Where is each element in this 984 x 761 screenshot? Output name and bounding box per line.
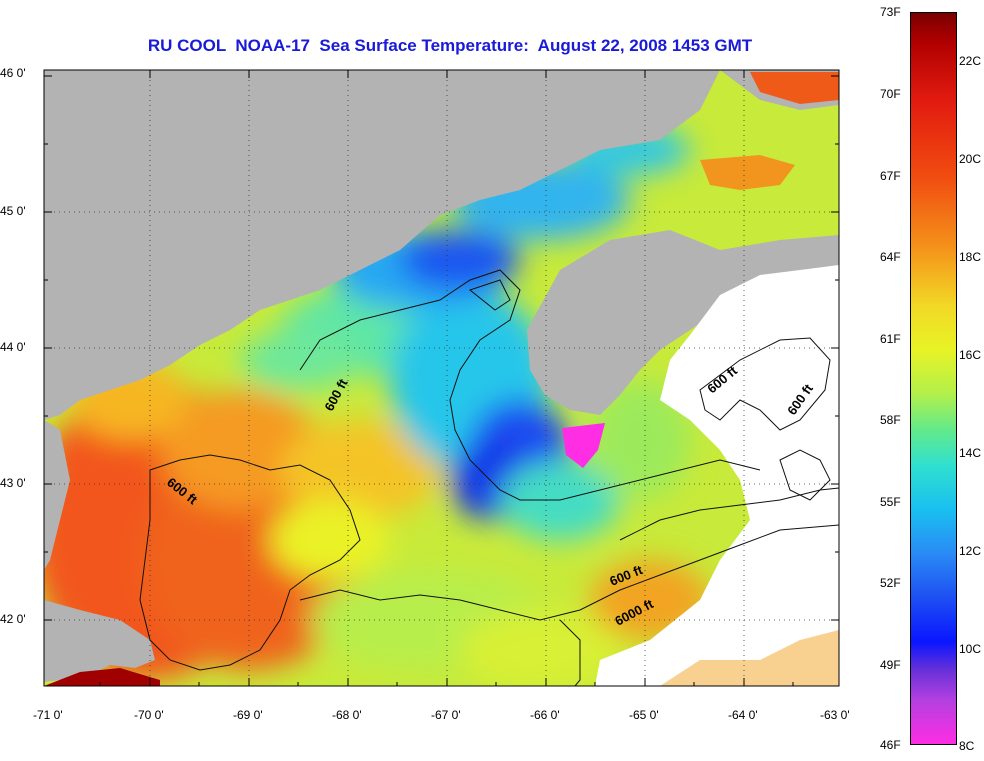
lon-tick-label: -71 0'	[33, 708, 63, 722]
colorbar-f-label: 70F	[880, 87, 901, 101]
lat-tick-label: 44 0'	[0, 340, 26, 354]
bathymetry-contours	[139, 269, 839, 686]
colorbar-c-label: 14C	[959, 446, 982, 460]
lon-tick-label: -63 0'	[820, 708, 850, 722]
map-area: 600 ft 600 ft 600 ft 600 ft 600 ft 6000 …	[44, 70, 839, 686]
lat-tick-label: 46 0'	[0, 66, 26, 80]
map-title: RU COOL NOAA-17 Sea Surface Temperature:…	[147, 36, 753, 55]
land-massachusetts	[44, 420, 70, 570]
colorbar-f-label: 49F	[880, 658, 901, 672]
colorbar-c-label: 22C	[959, 54, 982, 68]
colorbar-c-label: 10C	[959, 642, 982, 656]
cold-patch	[562, 423, 605, 468]
colorbar-c-label: 8C	[959, 739, 975, 753]
lon-tick-label: -66 0'	[530, 708, 560, 722]
lon-tick-label: -69 0'	[233, 708, 263, 722]
colorbar-c-label: 16C	[959, 348, 982, 362]
land-cape-cod	[44, 600, 155, 682]
lon-tick-label: -65 0'	[629, 708, 659, 722]
temperature-colorbar	[910, 12, 957, 745]
colorbar-c-label: 20C	[959, 152, 982, 166]
colorbar-f-label: 55F	[880, 495, 901, 509]
lon-tick-label: -70 0'	[134, 708, 164, 722]
land-maine	[44, 70, 720, 420]
lat-tick-label: 43 0'	[0, 476, 26, 490]
colorbar-f-label: 64F	[880, 250, 901, 264]
colorbar-f-label: 61F	[880, 332, 901, 346]
colorbar-c-label: 18C	[959, 250, 982, 264]
lon-tick-label: -64 0'	[728, 708, 758, 722]
lat-tick-label: 42 0'	[0, 612, 26, 626]
no-data-region	[595, 265, 839, 686]
colorbar-f-label: 46F	[880, 738, 901, 752]
colorbar-c-label: 12C	[959, 544, 982, 558]
colorbar-f-label: 58F	[880, 413, 901, 427]
colorbar-f-label: 73F	[880, 5, 901, 19]
lon-tick-label: -67 0'	[431, 708, 461, 722]
temperature-field	[44, 125, 710, 686]
colorbar-f-label: 52F	[880, 576, 901, 590]
lon-tick-label: -68 0'	[332, 708, 362, 722]
tick-marks	[44, 70, 839, 686]
colorbar-f-label: 67F	[880, 169, 901, 183]
map-frame	[43, 69, 840, 687]
lat-tick-label: 45 0'	[0, 204, 26, 218]
